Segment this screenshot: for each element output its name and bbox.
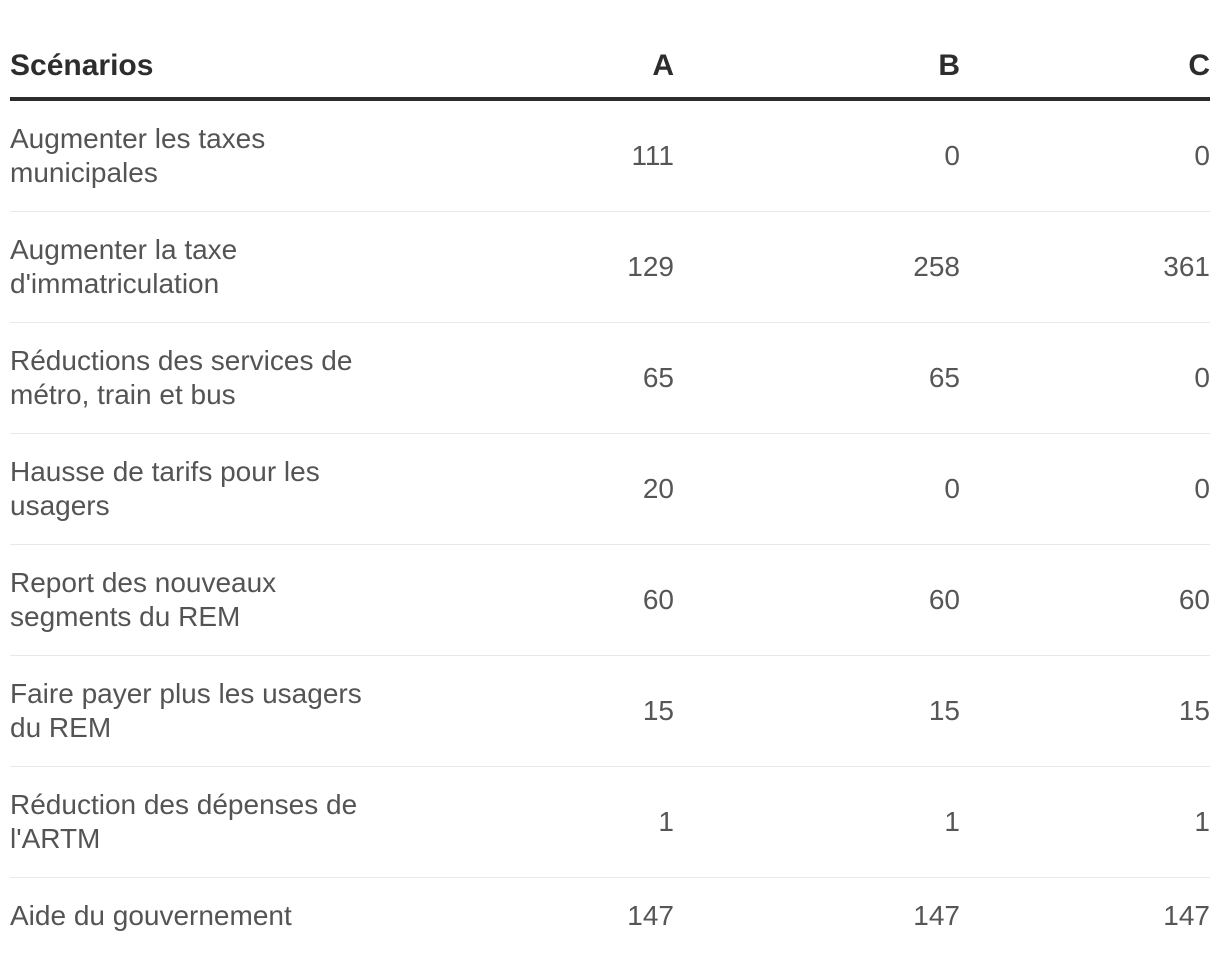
row-label: Report des nouveaux segments du REM [10,544,382,656]
value-b: 1 [674,766,960,878]
value-a: 60 [382,544,674,656]
value-b: 60 [674,544,960,656]
value-c: 0 [960,433,1210,545]
table-row: Aide du gouvernement 147 147 147 [10,877,1210,954]
value-a: 65 [382,322,674,434]
value-c: 15 [960,655,1210,767]
table-row: Augmenter la taxe d'immatriculation 129 … [10,211,1210,323]
table-row: Hausse de tarifs pour les usagers 20 0 0 [10,433,1210,545]
col-header-scenarios: Scénarios [10,0,382,101]
value-a: 111 [631,140,674,171]
value-a: 147 [382,877,674,954]
value-b: 15 [674,655,960,767]
value-b: 0 [944,140,960,171]
value-c: 0 [960,322,1210,434]
value-a: 129 [382,211,674,323]
row-label: Réduction des dépenses de l'ARTM [10,766,382,878]
value-c: 0 [1194,140,1210,171]
value-c: 147 [960,877,1210,954]
row-label: Augmenter les taxes municipales [10,123,266,188]
row-label: Augmenter la taxe d'immatriculation [10,211,382,323]
table-row: Faire payer plus les usagers du REM 15 1… [10,655,1210,767]
value-b: 0 [674,433,960,545]
table-row: Report des nouveaux segments du REM 60 6… [10,544,1210,656]
col-header-c: C [960,0,1210,101]
col-header-a: A [382,0,674,101]
value-b: 258 [674,211,960,323]
col-header-b: B [674,0,960,101]
table-row: Réduction des dépenses de l'ARTM 1 1 1 [10,766,1210,878]
value-b: 65 [674,322,960,434]
row-label: Hausse de tarifs pour les usagers [10,433,382,545]
value-a: 1 [382,766,674,878]
table-row: Augmenter les taxes municipales 111 0 0 [10,99,1210,212]
row-label: Aide du gouvernement [10,877,382,954]
row-label: Réductions des services de métro, train … [10,322,382,434]
row-label: Faire payer plus les usagers du REM [10,655,382,767]
value-c: 361 [960,211,1210,323]
value-a: 15 [382,655,674,767]
value-b: 147 [674,877,960,954]
table-row: Réductions des services de métro, train … [10,322,1210,434]
value-c: 1 [960,766,1210,878]
scenarios-table: Scénarios A B C Augmenter les taxes muni… [10,0,1210,954]
value-a: 20 [382,433,674,545]
header-row: Scénarios A B C [10,0,1210,101]
value-c: 60 [960,544,1210,656]
